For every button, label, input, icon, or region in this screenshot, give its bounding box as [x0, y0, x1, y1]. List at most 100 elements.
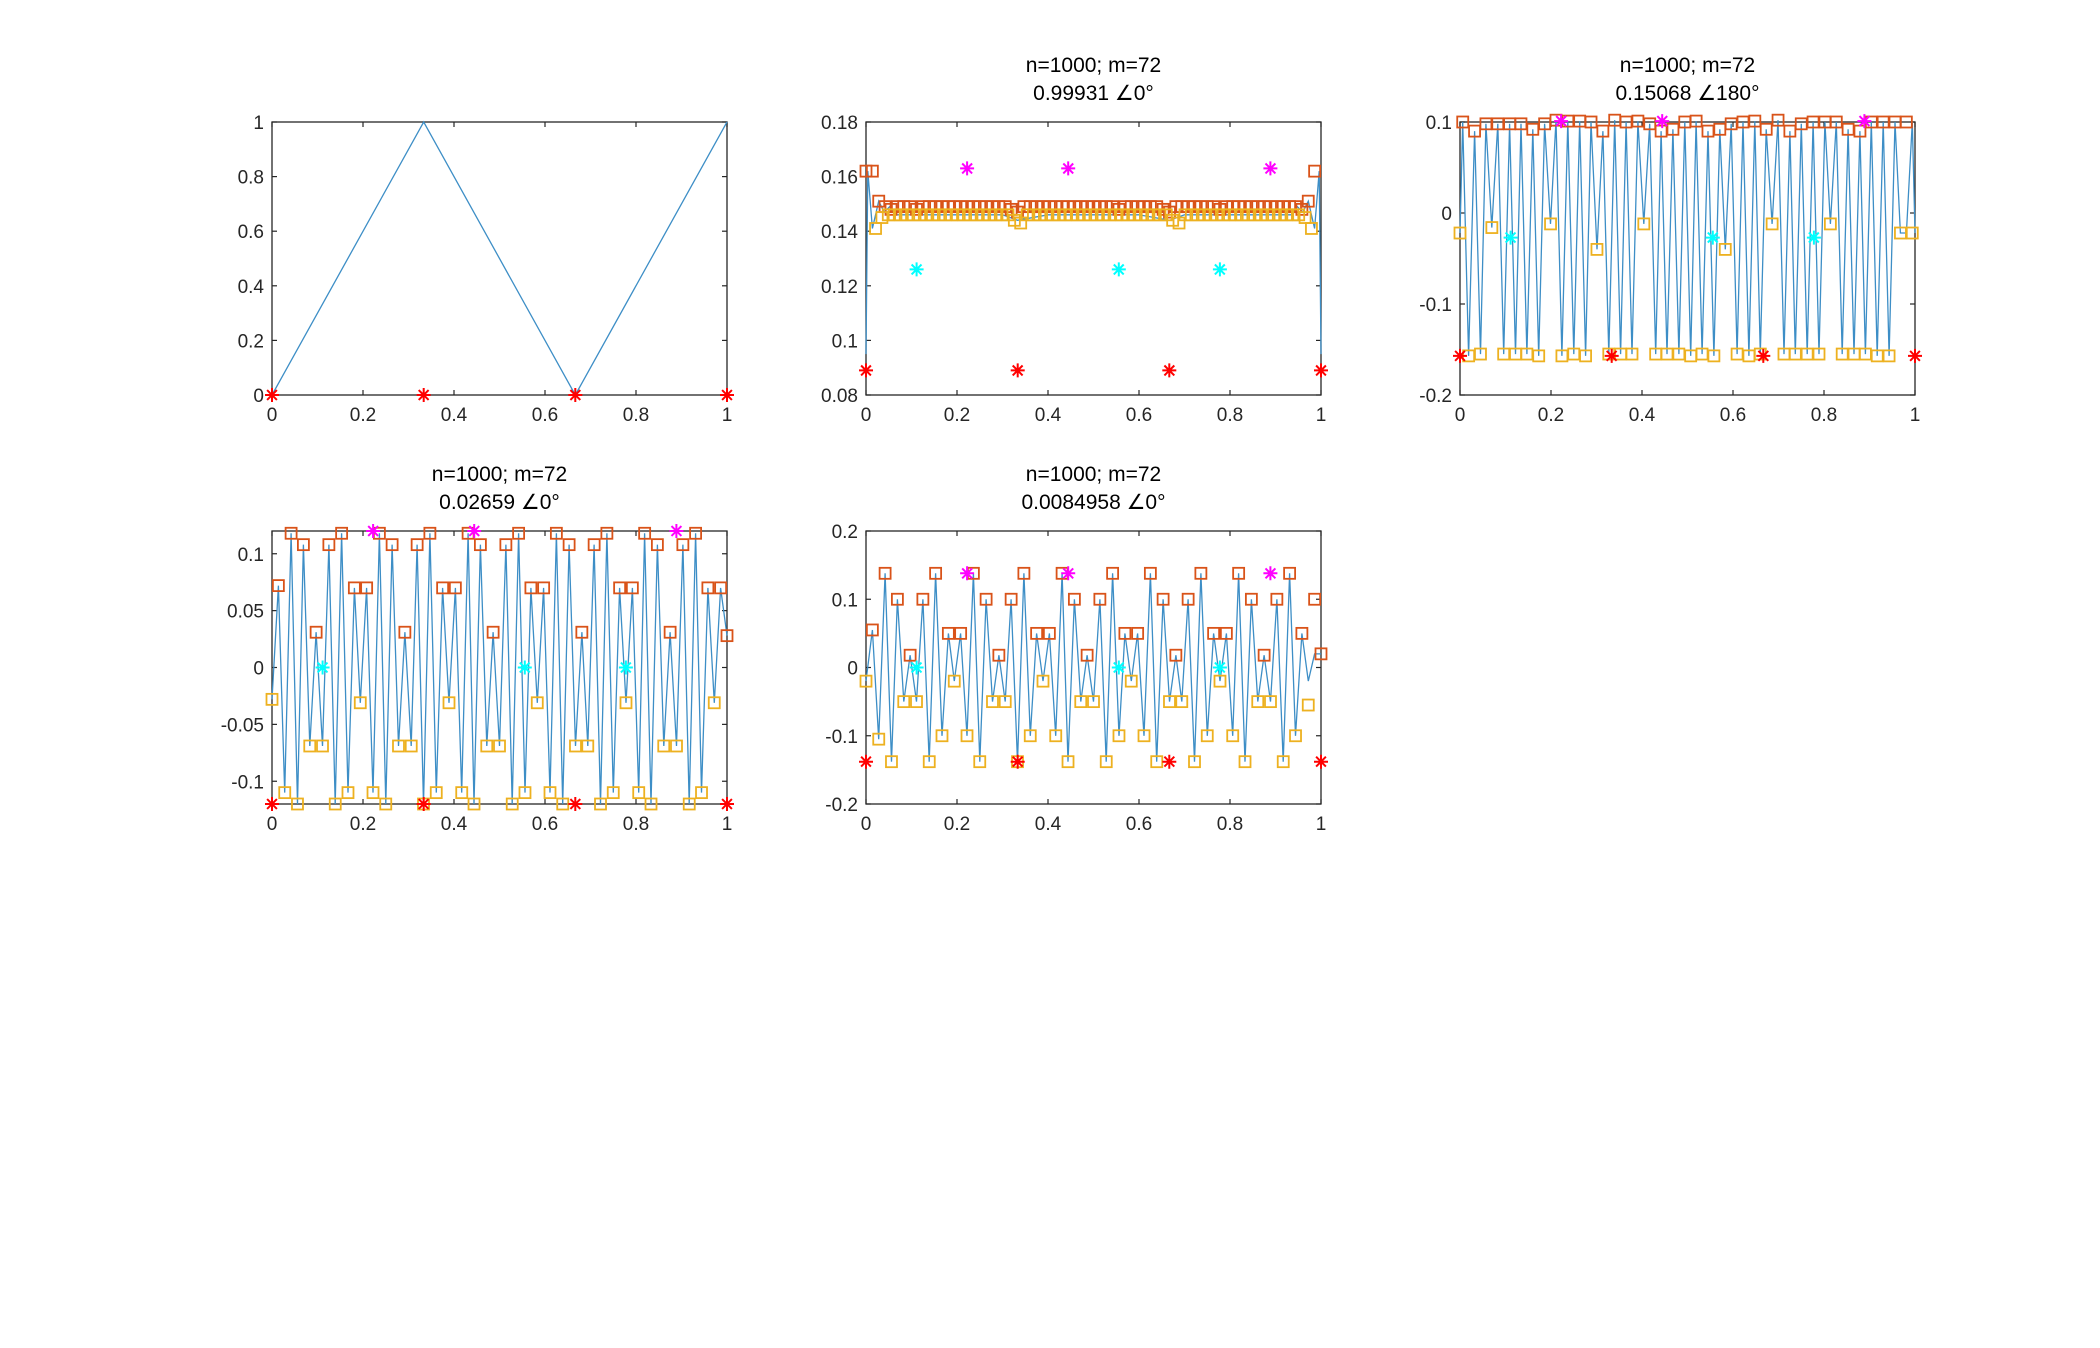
axes-box — [865, 121, 1322, 396]
orange-square-marker — [1283, 566, 1297, 580]
orange-square-marker — [625, 581, 639, 595]
yellow-square-marker — [1707, 349, 1721, 363]
cyan-star-marker — [1503, 230, 1518, 245]
orange-square-marker — [865, 623, 879, 637]
orange-square-marker — [1207, 626, 1221, 640]
y-tick-label: -0.1 — [231, 772, 264, 793]
y-tick-label: -0.2 — [825, 795, 858, 816]
yellow-square-marker — [530, 696, 544, 710]
yellow-square-marker — [1074, 695, 1088, 709]
cyan-star-marker — [1806, 230, 1821, 245]
yellow-square-marker — [1137, 729, 1151, 743]
magenta-star-marker — [1061, 566, 1076, 581]
y-tick-label: 0.16 — [821, 168, 858, 189]
y-tick-label: 0.08 — [821, 386, 858, 407]
yellow-square-marker — [366, 786, 380, 800]
yellow-square-marker — [1474, 347, 1487, 361]
yellow-square-marker — [1112, 729, 1126, 743]
x-tick-label: 0.8 — [1811, 405, 1837, 426]
orange-square-marker — [1080, 648, 1094, 662]
yellow-square-marker — [404, 739, 418, 753]
yellow-square-marker — [998, 695, 1012, 709]
yellow-square-marker — [1150, 755, 1164, 769]
x-tick-label: 0.8 — [623, 814, 649, 835]
yellow-square-marker — [392, 739, 405, 753]
yellow-square-marker — [1579, 349, 1592, 363]
yellow-square-marker — [1213, 674, 1227, 688]
yellow-square-marker — [1124, 674, 1138, 688]
yellow-square-marker — [657, 739, 671, 753]
orange-square-marker — [1106, 566, 1120, 580]
yellow-square-marker — [1023, 729, 1037, 743]
subplot-subtitle: 0.02659 ∠0° — [439, 491, 560, 514]
plot-area — [265, 524, 734, 811]
orange-square-marker — [1093, 592, 1107, 606]
orange-square-marker — [720, 629, 734, 643]
x-tick-label: 0.4 — [441, 405, 468, 426]
orange-square-marker — [1042, 626, 1056, 640]
subplot-subtitle: 0.99931 ∠0° — [1033, 82, 1154, 105]
y-tick-label: 0 — [1441, 204, 1452, 225]
yellow-square-marker — [467, 797, 481, 811]
yellow-square-marker — [910, 695, 923, 709]
orange-square-marker — [650, 538, 664, 552]
series-line — [271, 120, 728, 397]
orange-square-marker — [1295, 626, 1309, 640]
orange-square-marker — [524, 581, 538, 595]
yellow-square-marker — [1200, 729, 1214, 743]
orange-square-marker — [549, 526, 563, 540]
orange-square-marker — [1643, 117, 1657, 131]
orange-square-marker — [284, 526, 298, 540]
magenta-star-marker — [1263, 161, 1278, 176]
yellow-square-marker — [1305, 222, 1318, 235]
x-tick-label: 0 — [861, 405, 872, 426]
yellow-square-marker — [1226, 729, 1240, 743]
yellow-square-marker — [1625, 347, 1639, 361]
orange-square-marker — [663, 625, 677, 639]
orange-square-marker — [335, 526, 349, 540]
x-tick-label: 0.6 — [1720, 405, 1746, 426]
x-tick-label: 0.2 — [350, 814, 376, 835]
subplot-2: n=1000; m=72 0.99931 ∠0° 0 0.2 0.4 0.6 0.8 1 0.0… — [821, 54, 1328, 426]
yellow-square-marker — [265, 692, 279, 706]
orange-square-marker — [1194, 566, 1208, 580]
plot-area — [859, 161, 1328, 378]
orange-square-marker — [410, 538, 424, 552]
yellow-square-marker — [632, 786, 646, 800]
yellow-square-marker — [935, 729, 949, 743]
yellow-square-marker — [1061, 755, 1075, 769]
red-star-marker — [568, 797, 583, 811]
plot-area — [265, 120, 734, 402]
magenta-star-marker — [960, 566, 975, 581]
orange-square-marker — [890, 592, 904, 606]
cyan-star-marker — [618, 660, 633, 675]
y-tick-label: -0.1 — [825, 727, 858, 748]
yellow-square-marker — [695, 786, 708, 800]
orange-square-marker — [398, 625, 412, 639]
yellow-square-marker — [682, 797, 696, 811]
x-tick-label: 0.2 — [944, 814, 970, 835]
orange-square-marker — [1301, 194, 1315, 208]
orange-square-marker — [903, 648, 917, 662]
cyan-star-marker — [909, 262, 924, 277]
yellow-square-marker — [1264, 695, 1277, 709]
orange-square-marker — [1748, 114, 1762, 128]
yellow-square-marker — [1289, 729, 1302, 743]
yellow-square-marker — [303, 739, 317, 753]
orange-square-marker — [1456, 115, 1470, 129]
orange-square-marker — [1244, 592, 1258, 606]
yellow-square-marker — [505, 797, 519, 811]
x-tick-label: 0.4 — [1629, 405, 1656, 426]
x-tick-label: 0 — [1455, 405, 1466, 426]
y-tick-label: 0.1 — [832, 590, 858, 611]
orange-square-marker — [1118, 626, 1132, 640]
yellow-square-marker — [1175, 695, 1189, 709]
orange-square-marker — [1584, 115, 1598, 129]
orange-square-marker — [499, 538, 513, 552]
red-star-marker — [265, 388, 279, 402]
y-tick-label: 0 — [253, 386, 264, 407]
magenta-star-marker — [960, 161, 975, 176]
orange-square-marker — [979, 592, 993, 606]
orange-square-marker — [689, 526, 703, 540]
